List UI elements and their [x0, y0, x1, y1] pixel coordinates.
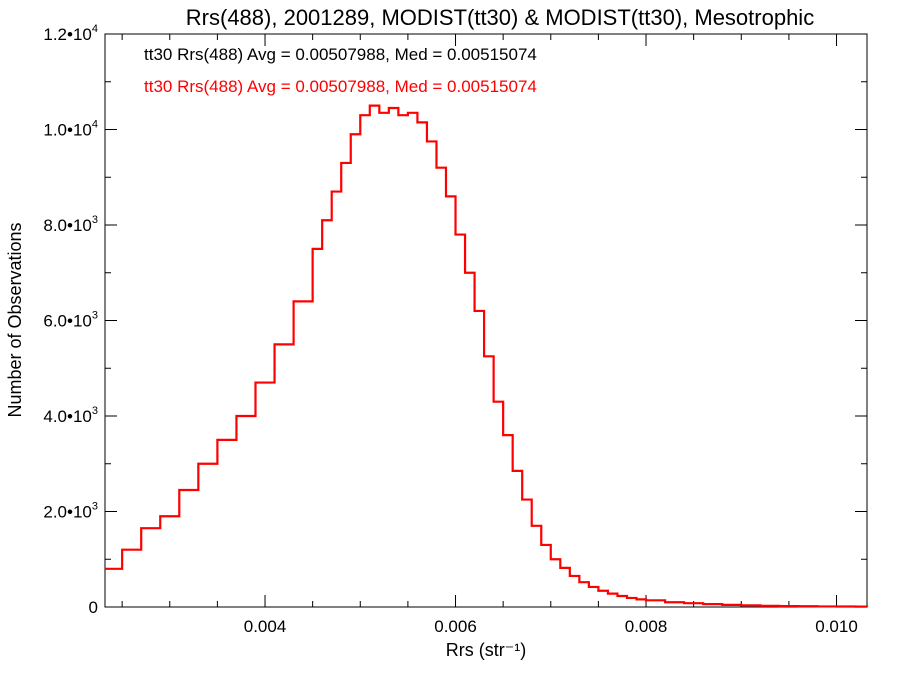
y-axis-label: Number of Observations	[5, 222, 25, 417]
x-tick-label: 0.004	[244, 617, 287, 636]
stat-annotation-red: tt30 Rrs(488) Avg = 0.00507988, Med = 0.…	[144, 77, 537, 96]
series-group	[105, 104, 869, 608]
y-tick-label: 0	[89, 598, 98, 617]
x-axis-label: Rrs (str⁻¹)	[446, 640, 526, 660]
y-tick-label: 1.0•104	[43, 119, 98, 140]
x-tick-label: 0.006	[434, 617, 477, 636]
y-tick-label: 4.0•103	[43, 405, 98, 426]
stat-annotation-black: tt30 Rrs(488) Avg = 0.00507988, Med = 0.…	[144, 45, 537, 64]
y-tick-label: 2.0•103	[43, 501, 98, 522]
axes: 0.004 0.006 0.008 0.010 0 2.0•103 4.0•103 6.0•1…	[43, 23, 867, 636]
plot-frame	[104, 33, 868, 608]
x-tick-label: 0.008	[625, 617, 668, 636]
chart-title: Rrs(488), 2001289, MODIST(tt30) & MODIST…	[186, 5, 814, 30]
x-tick-label: 0.010	[815, 617, 858, 636]
y-tick-label: 1.2•104	[43, 23, 98, 44]
histogram-series-0	[105, 104, 869, 608]
y-tick-label: 6.0•103	[43, 310, 98, 331]
y-tick-label: 8.0•103	[43, 214, 98, 235]
